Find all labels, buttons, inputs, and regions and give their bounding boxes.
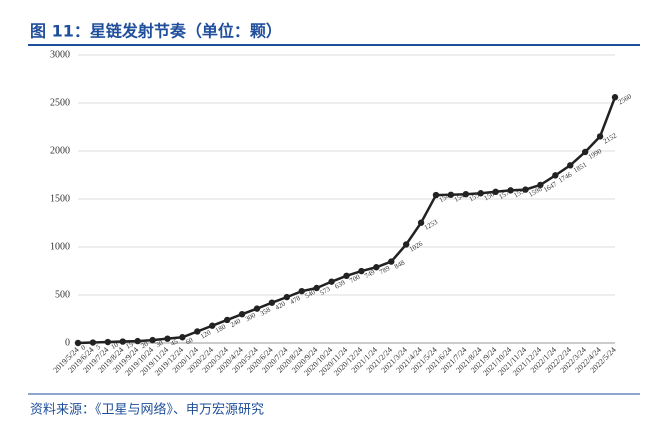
data-label: 15 (125, 340, 135, 351)
y-tick-label: 2000 (50, 145, 70, 156)
point (238, 311, 246, 318)
point (492, 188, 499, 195)
point (313, 284, 320, 292)
point (402, 241, 410, 248)
point (581, 148, 589, 156)
point (119, 338, 126, 345)
point (89, 339, 97, 346)
series-line (77, 96, 617, 345)
point (373, 264, 380, 271)
data-label: 20 (139, 340, 149, 351)
point (432, 191, 440, 199)
point (477, 190, 484, 197)
data-label: 5 (95, 343, 102, 352)
y-tick-label: 3000 (50, 49, 70, 60)
point (134, 337, 141, 345)
point (537, 181, 544, 189)
point (328, 278, 335, 285)
data-label: 30 (154, 339, 164, 350)
point (417, 219, 425, 226)
point (567, 162, 574, 169)
point (194, 328, 201, 335)
point (462, 191, 470, 198)
point (358, 267, 365, 275)
data-label: 10 (110, 340, 120, 351)
point (164, 335, 171, 342)
data-label: 1026 (408, 239, 425, 253)
data-label: 2560 (617, 92, 634, 106)
point (179, 334, 186, 341)
point (522, 186, 529, 193)
point (507, 187, 514, 194)
data-label: 848 (393, 258, 407, 270)
point (596, 133, 604, 140)
point (149, 336, 156, 344)
point (253, 305, 261, 312)
point (209, 322, 216, 329)
chart-title: 图 11：星链发射节奏（单位：颗） (30, 22, 282, 41)
data-label: 60 (184, 336, 194, 347)
point (268, 299, 276, 306)
data-label: 45 (169, 337, 179, 348)
point (74, 339, 82, 347)
data-label: 2152 (602, 131, 619, 145)
data-label: 1253 (423, 218, 440, 232)
y-tick-label: 2500 (50, 97, 70, 108)
y-tick-label: 1500 (50, 193, 70, 204)
point (552, 172, 559, 179)
point (104, 338, 112, 346)
point (343, 272, 350, 279)
point (447, 191, 455, 198)
point (611, 94, 619, 101)
y-tick-label: 0 (65, 337, 70, 348)
point (298, 287, 305, 295)
point (283, 293, 291, 301)
y-tick-label: 1000 (50, 241, 70, 252)
data-label: 0 (80, 343, 87, 352)
source: 资料来源：《卫星与网络》、申万宏源研究 (30, 402, 264, 418)
point (388, 258, 395, 265)
point (223, 316, 231, 324)
y-tick-label: 500 (55, 289, 70, 300)
